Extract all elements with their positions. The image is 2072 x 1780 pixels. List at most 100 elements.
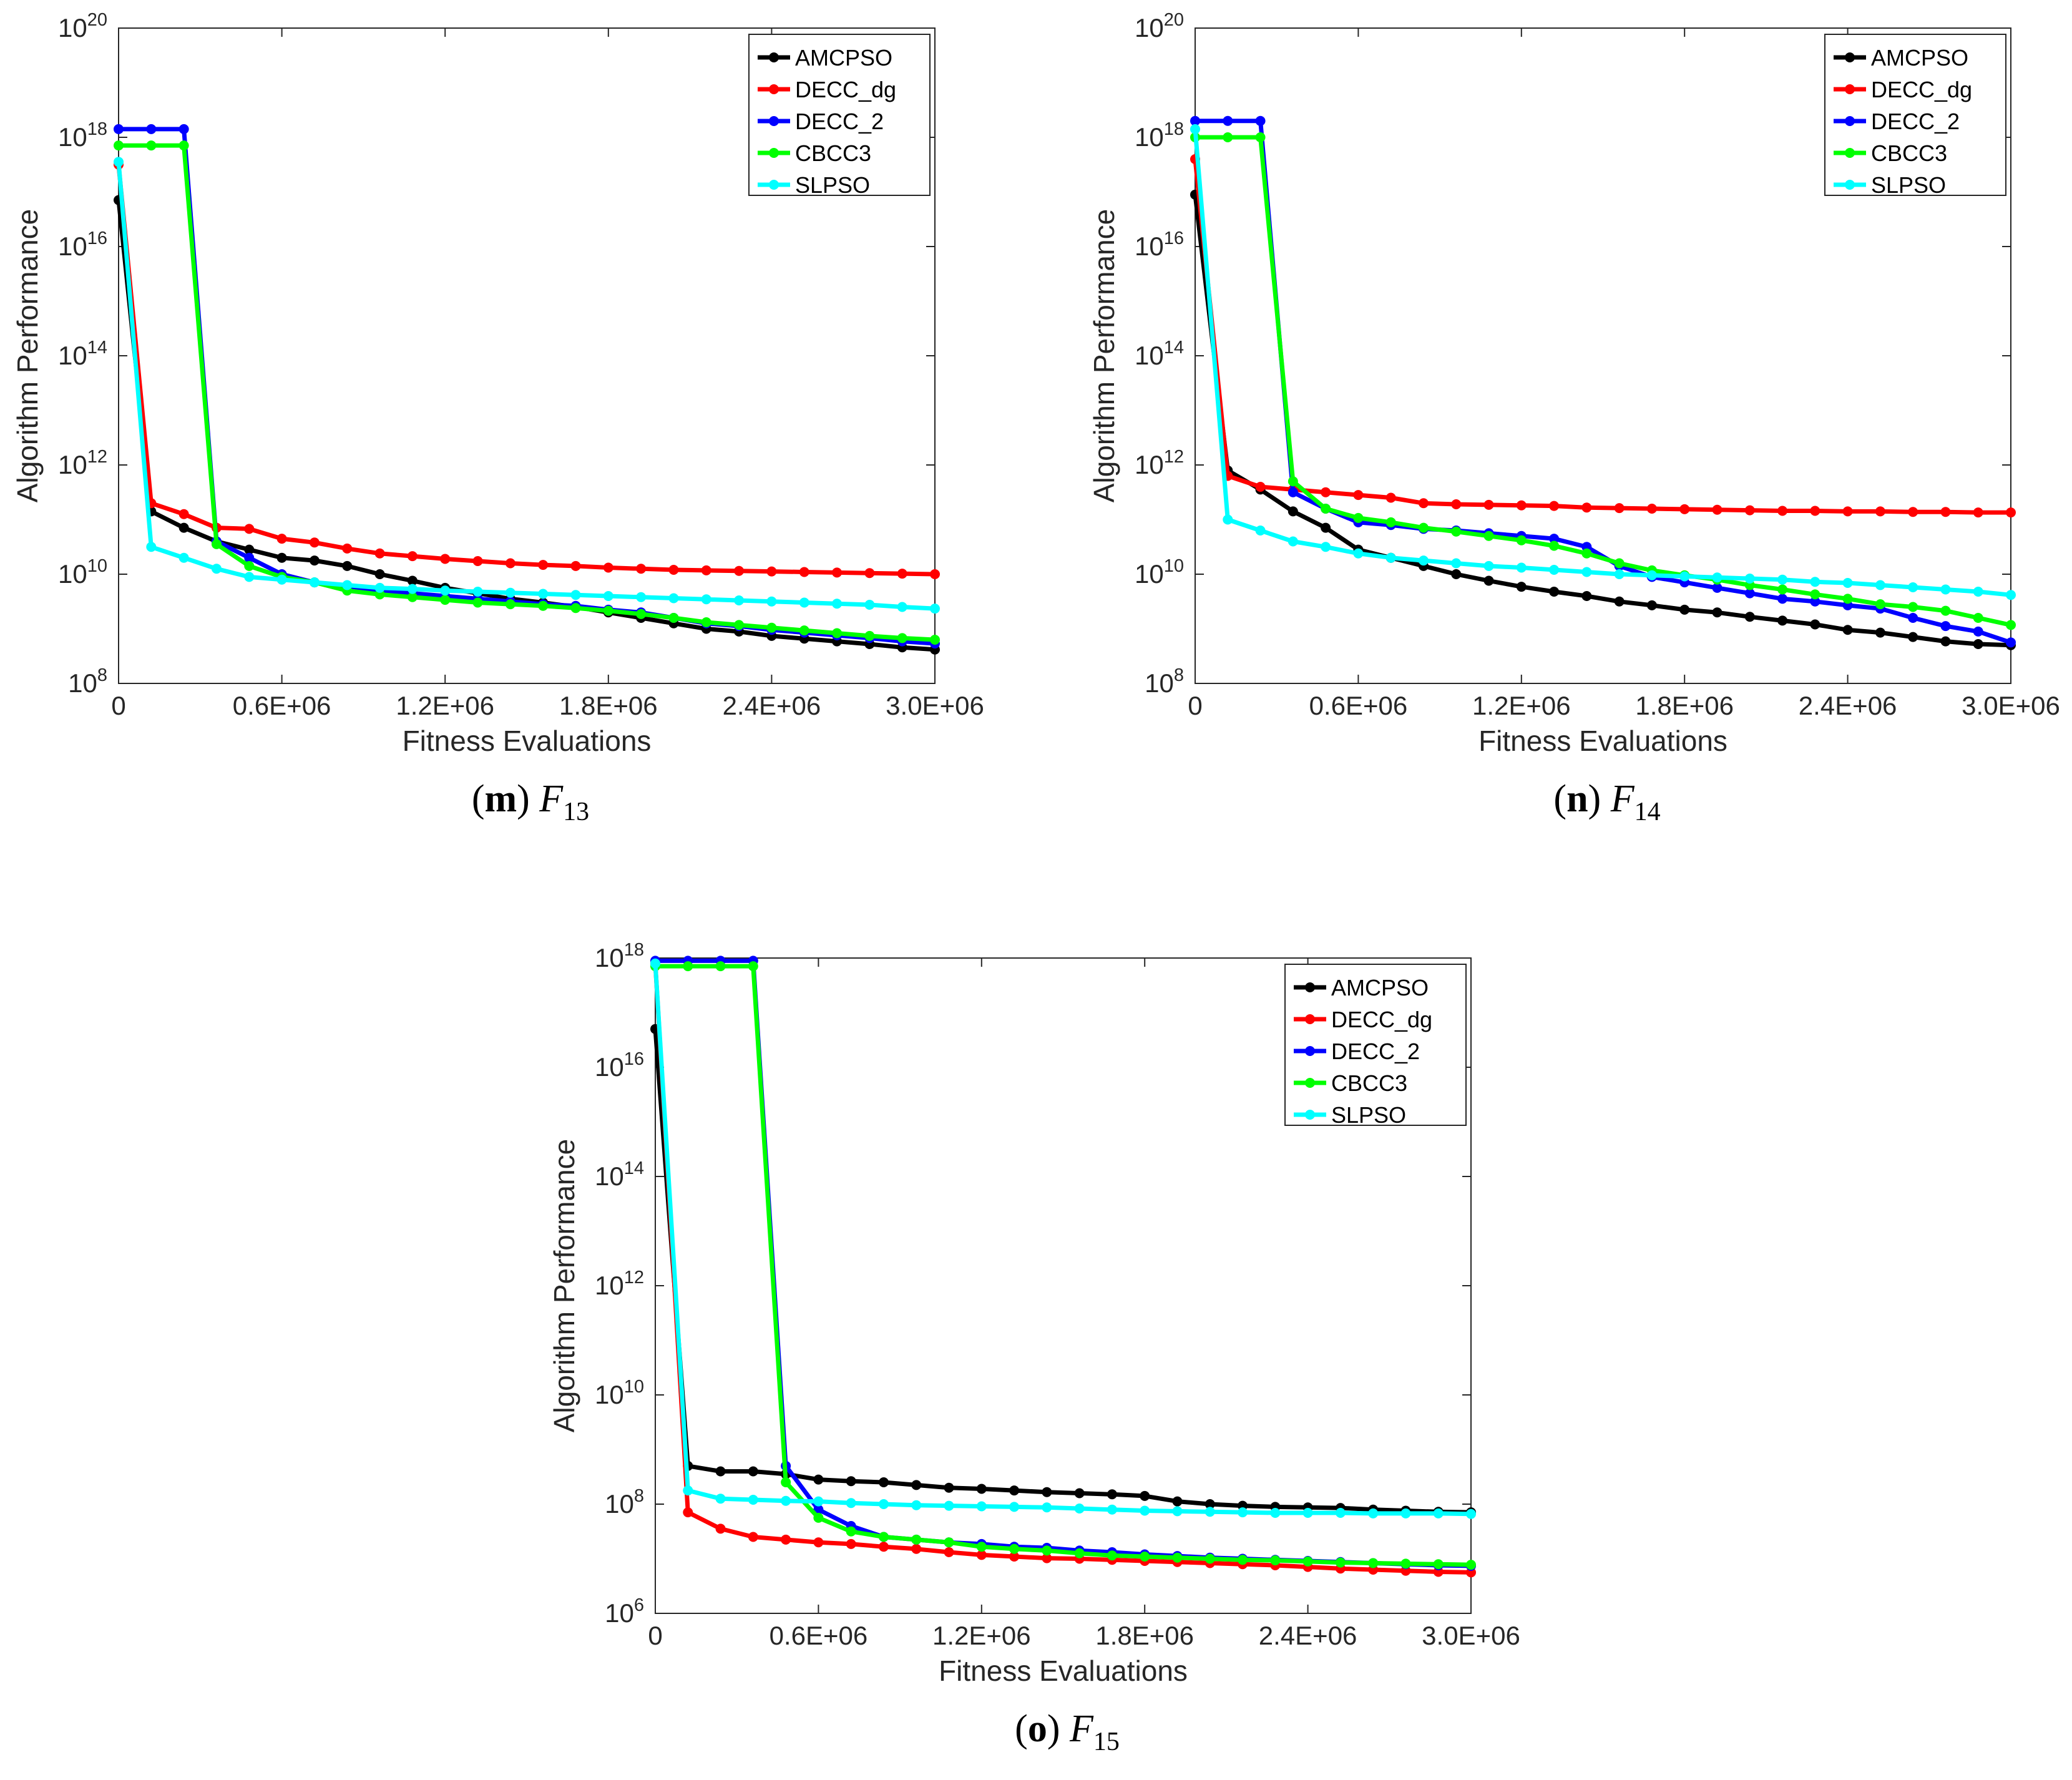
data-point (701, 565, 711, 575)
data-point (748, 961, 758, 972)
data-point (832, 599, 843, 609)
data-point (1074, 1504, 1085, 1513)
data-point (2006, 620, 2016, 630)
data-point (1433, 1508, 1444, 1518)
data-point (1614, 596, 1625, 607)
legend-swatch-marker (1845, 52, 1855, 62)
legend-box (748, 34, 931, 196)
data-point (766, 622, 777, 633)
data-point (1712, 572, 1723, 583)
series-CBCC3 (650, 961, 1476, 1570)
data-point (1483, 531, 1494, 541)
data-point (1255, 115, 1266, 126)
data-point (1270, 1508, 1281, 1518)
data-point (878, 1477, 889, 1487)
data-point (1335, 1557, 1346, 1568)
data-point (1973, 626, 1983, 637)
legend-label: AMCPSO (795, 45, 892, 71)
y-tick-label: 1014 (595, 1158, 644, 1191)
y-tick-label: 108 (68, 665, 107, 698)
data-point (1712, 582, 1723, 593)
data-point (683, 961, 693, 972)
legend-label: SLPSO (1871, 172, 1946, 198)
data-point (1712, 607, 1723, 618)
data-point (715, 1494, 726, 1504)
series-DECC_dg (1190, 154, 2016, 518)
data-point (244, 560, 255, 571)
data-point (1581, 567, 1592, 577)
data-point (1172, 1552, 1183, 1563)
data-point (1466, 1509, 1476, 1519)
data-point (832, 628, 843, 638)
data-point (407, 592, 418, 602)
x-axis-label: Fitness Evaluations (939, 1655, 1188, 1687)
data-point (864, 568, 875, 579)
data-point (976, 1501, 987, 1512)
data-point (1646, 600, 1657, 610)
data-point (781, 1495, 791, 1506)
data-point (878, 1499, 889, 1509)
data-point (440, 585, 451, 596)
data-point (1042, 1553, 1052, 1563)
data-point (1302, 1556, 1313, 1567)
data-point (799, 597, 809, 608)
legend-label: CBCC3 (795, 140, 871, 166)
data-point (799, 625, 809, 636)
x-tick-label: 0.6E+06 (1309, 691, 1408, 720)
data-point (897, 633, 907, 643)
data-point (1074, 1488, 1085, 1499)
series-SLPSO (114, 157, 940, 614)
data-point (668, 613, 679, 623)
data-point (781, 1477, 791, 1487)
data-point (1353, 512, 1364, 523)
data-point (1009, 1485, 1020, 1496)
y-tick-label: 1012 (58, 447, 107, 479)
legend-swatch-marker (1305, 1014, 1315, 1024)
x-tick-label: 1.2E+06 (1472, 691, 1571, 720)
data-point (1190, 115, 1200, 126)
y-tick-label: 1018 (595, 940, 644, 972)
data-point (799, 567, 809, 577)
data-point (1288, 476, 1298, 487)
data-point (178, 124, 189, 134)
data-point (407, 551, 418, 562)
data-point (930, 635, 940, 645)
legend-swatch-marker (1305, 1046, 1315, 1056)
data-point (472, 556, 483, 566)
y-tick-label: 1018 (58, 119, 107, 152)
data-point (1810, 589, 1820, 600)
data-point (1581, 502, 1592, 513)
data-point (244, 572, 255, 582)
data-point (1973, 507, 1983, 518)
data-point (911, 1534, 922, 1545)
data-point (244, 544, 255, 555)
data-point (1451, 569, 1462, 579)
data-point (1353, 490, 1364, 501)
data-point (1744, 574, 1755, 584)
data-point (1777, 615, 1788, 626)
data-point (1516, 500, 1527, 511)
data-point (813, 1537, 824, 1548)
y-tick-label: 1012 (1135, 447, 1184, 479)
legend-label: SLPSO (1331, 1102, 1406, 1128)
y-tick-label: 108 (605, 1486, 644, 1518)
y-axis-label: Algorithm Performance (11, 209, 44, 502)
data-point (1549, 501, 1560, 511)
data-point (1516, 535, 1527, 545)
data-point (1451, 499, 1462, 509)
data-point (734, 620, 745, 630)
x-tick-label: 0.6E+06 (770, 1621, 868, 1650)
data-point (911, 1480, 922, 1490)
data-point (1940, 621, 1951, 632)
y-tick-label: 1010 (595, 1377, 644, 1409)
data-point (715, 961, 726, 972)
legend-label: AMCPSO (1331, 975, 1429, 1000)
data-point (1433, 1559, 1444, 1570)
data-point (1223, 132, 1233, 142)
data-point (911, 1500, 922, 1510)
data-point (1940, 507, 1951, 517)
data-point (146, 542, 157, 552)
data-point (2006, 507, 2016, 518)
data-point (538, 560, 549, 570)
data-point (1255, 526, 1266, 535)
